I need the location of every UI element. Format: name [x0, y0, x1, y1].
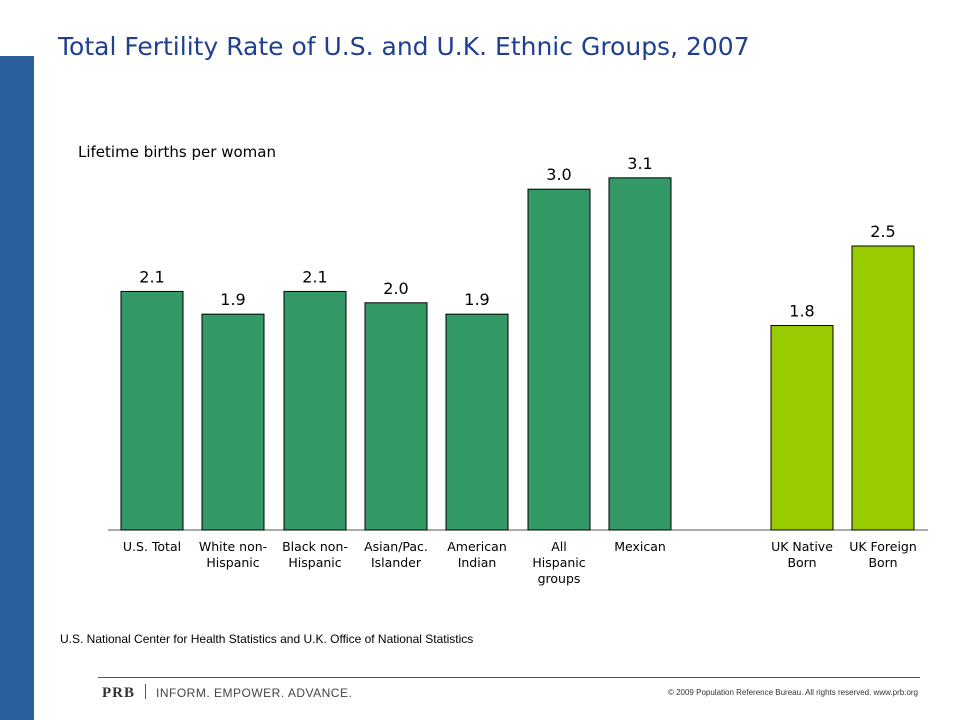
category-label-line: Asian/Pac. [364, 539, 428, 554]
bar-value-label: 2.1 [302, 267, 327, 286]
bar [770, 325, 834, 531]
y-axis-label: Lifetime births per woman [78, 143, 276, 161]
category-label-line: Black non- [282, 539, 348, 554]
footer-brand: PRB INFORM. EMPOWER. ADVANCE. [102, 684, 352, 702]
category-label-line: groups [538, 571, 581, 586]
category-tick-label: U.S. Total [123, 539, 181, 554]
bar [201, 313, 265, 531]
brand-tagline: INFORM. EMPOWER. ADVANCE. [156, 686, 353, 700]
bar [283, 290, 347, 531]
bar [364, 302, 428, 531]
category-tick-label: UK Foreign Born [849, 539, 917, 570]
bar-value-label: 3.0 [546, 165, 571, 184]
category-label-line: Indian [458, 555, 497, 570]
source-note: U.S. National Center for Health Statisti… [60, 632, 474, 646]
category-label-line: Born [787, 555, 816, 570]
category-label-line: Mexican [614, 539, 666, 554]
category-tick-label: All Hispanic groups [532, 539, 585, 586]
category-label-line: White non- [199, 539, 267, 554]
bar-value-label: 2.5 [870, 222, 895, 241]
category-label-line: All [551, 539, 567, 554]
category-label-line: UK Native [771, 539, 833, 554]
bar [851, 245, 915, 531]
category-label-line: American [447, 539, 507, 554]
bar-value-label: 3.1 [627, 154, 652, 173]
category-tick-label: Mexican [614, 539, 666, 554]
category-tick-label: American Indian [447, 539, 507, 570]
brand-logo: PRB [102, 685, 135, 701]
bar-value-label: 1.9 [220, 290, 245, 309]
category-label-line: Islander [371, 555, 422, 570]
bar-value-label: 2.0 [383, 279, 408, 298]
category-label-line: Hispanic [288, 555, 341, 570]
category-label-line: U.S. Total [123, 539, 181, 554]
bar-value-label: 2.1 [139, 267, 164, 286]
copyright-text: © 2009 Population Reference Bureau. All … [667, 688, 918, 697]
footer-divider [98, 677, 920, 678]
category-tick-label: White non-Hispanic [199, 539, 267, 570]
category-label-line: Hispanic [206, 555, 259, 570]
side-band [0, 56, 34, 720]
category-tick-label: Black non-Hispanic [282, 539, 348, 570]
bar [445, 313, 509, 531]
bar [608, 177, 672, 531]
bar [120, 290, 184, 531]
bar [527, 188, 591, 531]
brand-separator [145, 684, 146, 699]
bar-value-label: 1.9 [464, 290, 489, 309]
category-label-line: UK Foreign [849, 539, 917, 554]
category-label-line: Hispanic [532, 555, 585, 570]
page-title: Total Fertility Rate of U.S. and U.K. Et… [58, 32, 750, 61]
category-tick-label: UK Native Born [771, 539, 833, 570]
category-tick-label: Asian/Pac. Islander [364, 539, 428, 570]
category-label-line: Born [868, 555, 897, 570]
bar-value-label: 1.8 [789, 302, 814, 321]
